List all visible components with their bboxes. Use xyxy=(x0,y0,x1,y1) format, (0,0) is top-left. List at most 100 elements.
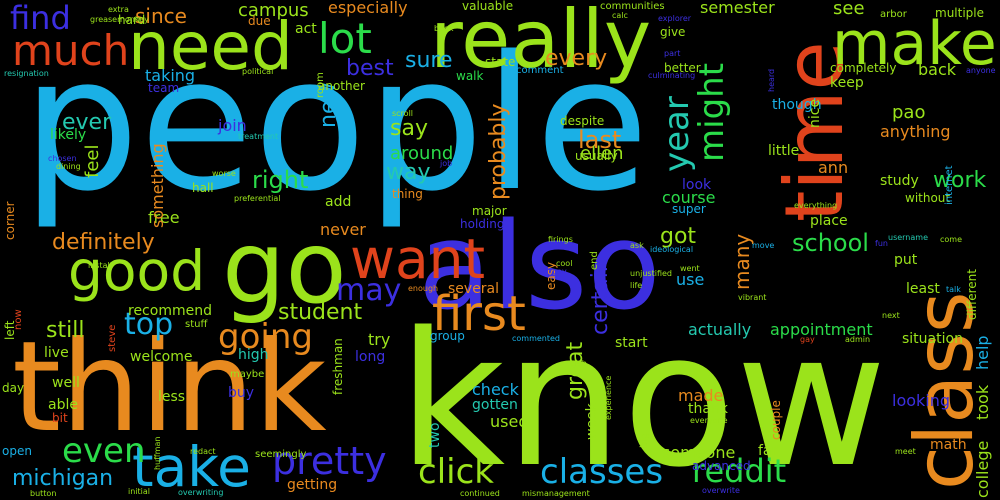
word-join: join xyxy=(218,116,247,135)
word-getting: getting xyxy=(287,477,338,493)
word-without: without xyxy=(905,191,951,205)
word-use: use xyxy=(676,270,705,289)
word-find: find xyxy=(10,0,71,37)
word-put: put xyxy=(894,252,918,268)
word-campus: campus xyxy=(238,0,309,21)
word-really: really xyxy=(430,0,652,86)
word-feel: feel xyxy=(82,144,103,179)
word-usually: usually xyxy=(575,149,618,163)
word-nice: nice xyxy=(807,98,823,128)
word-went: went xyxy=(680,264,700,273)
word-overwriting: overwriting xyxy=(178,488,224,497)
word-sure: sure xyxy=(405,48,453,73)
word-even: even xyxy=(62,431,146,471)
word-going: going xyxy=(218,317,313,357)
word-far: far xyxy=(758,443,778,459)
word-help: help xyxy=(973,335,992,370)
word-due: due xyxy=(248,14,271,28)
word-culminating: culminating xyxy=(648,71,696,80)
word-commented: commented xyxy=(512,334,561,343)
word-work: work xyxy=(933,168,987,193)
word-part: part xyxy=(664,49,681,58)
word-valuable: valuable xyxy=(462,0,514,13)
word-say: say xyxy=(390,116,428,141)
word-last: last xyxy=(578,126,622,154)
word-live: live xyxy=(44,345,69,361)
word-chosen: chosen xyxy=(48,154,77,163)
word-free: free xyxy=(148,208,180,227)
word-want: want xyxy=(350,227,486,291)
word-great: great xyxy=(563,341,588,400)
word-place: place xyxy=(810,213,848,229)
word-pretty: pretty xyxy=(272,439,387,483)
word-little: little xyxy=(768,143,800,159)
word-may: may xyxy=(336,273,402,308)
word-math: math xyxy=(930,437,967,453)
word-enough: enough xyxy=(408,284,439,293)
word-different: different xyxy=(965,269,979,320)
word-school: school xyxy=(792,229,869,257)
word-since: since xyxy=(135,4,187,28)
word-first: first xyxy=(432,286,526,342)
word-anyone: anyone xyxy=(966,66,996,75)
word-actually: actually xyxy=(688,320,752,339)
word-got: got xyxy=(660,224,697,249)
word-end: end xyxy=(589,251,600,270)
word-semester: semester xyxy=(700,0,775,17)
word-go: go xyxy=(222,209,347,326)
word-pao: pao xyxy=(892,102,926,123)
word-take: take xyxy=(132,435,251,499)
word-still: still xyxy=(46,318,85,343)
word-also: also xyxy=(418,198,661,337)
word-might: might xyxy=(692,62,732,162)
word-everything: everything xyxy=(794,201,838,210)
word-despite: despite xyxy=(560,114,605,128)
word-unjustified: unjustified xyxy=(630,269,672,278)
word-know: know xyxy=(398,292,887,500)
word-team: team xyxy=(148,81,180,95)
word-fun: fun xyxy=(875,239,888,248)
word-several: several xyxy=(448,281,500,297)
word-week: week xyxy=(584,403,600,440)
word-arbor: arbor xyxy=(880,9,907,20)
word-resignation: resignation xyxy=(4,69,49,78)
word-couple: couple xyxy=(769,400,783,440)
word-steve: steve xyxy=(107,324,118,352)
word-taking: taking xyxy=(145,66,196,85)
word-install: install xyxy=(88,261,112,270)
word-reddit: reddit xyxy=(692,452,787,490)
word-give: give xyxy=(660,25,686,39)
word-club: club xyxy=(570,359,587,368)
word-lot: lot xyxy=(318,14,372,63)
word-something: something xyxy=(148,143,167,228)
word-bit: bit xyxy=(52,411,68,425)
word-keep: keep xyxy=(830,75,864,91)
word-super: super xyxy=(672,202,706,216)
word-open: open xyxy=(2,444,32,458)
word-initial: initial xyxy=(128,487,150,496)
word-student: student xyxy=(278,300,363,325)
word-course: course xyxy=(662,188,716,207)
word-book: book xyxy=(434,24,454,33)
word-hard: hard xyxy=(118,13,146,27)
word-michigan: michigan xyxy=(12,466,114,491)
word-life: life xyxy=(630,281,643,290)
word-make: make xyxy=(832,9,997,79)
word-study: study xyxy=(880,173,919,189)
word-username: username xyxy=(888,233,928,242)
word-took: took xyxy=(973,384,992,420)
word-big: big xyxy=(639,432,650,448)
word-multiple: multiple xyxy=(935,6,985,20)
word-appointment: appointment xyxy=(770,320,873,339)
word-well: well xyxy=(52,375,80,391)
word-especially: especially xyxy=(328,0,408,17)
word-ever: ever xyxy=(62,110,112,135)
word-add: add xyxy=(325,194,352,210)
word-explorer: explorer xyxy=(658,14,692,23)
word-gay: gay xyxy=(800,335,815,344)
word-now: now xyxy=(13,309,24,330)
word-many: many xyxy=(730,233,754,290)
word-two: two xyxy=(427,422,443,448)
word-room: room xyxy=(315,72,326,98)
word-meet: meet xyxy=(895,447,916,456)
